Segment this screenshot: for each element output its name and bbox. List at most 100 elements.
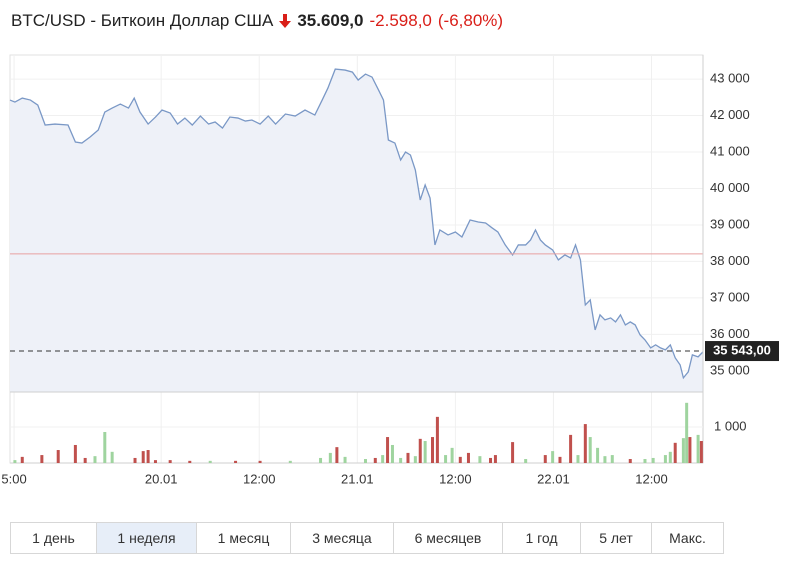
range-button[interactable]: 1 неделя bbox=[97, 523, 197, 553]
volume-bar bbox=[153, 460, 157, 463]
volume-bar bbox=[493, 455, 497, 463]
volume-bar bbox=[418, 438, 422, 463]
y-tick-label: 40 000 bbox=[710, 180, 750, 195]
volume-bar bbox=[363, 459, 367, 463]
volume-bar bbox=[406, 452, 410, 463]
volume-bar bbox=[93, 456, 97, 463]
volume-bar bbox=[20, 456, 24, 463]
x-tick-label: 21.01 bbox=[341, 471, 374, 486]
x-tick-label: 12:00 bbox=[243, 471, 276, 486]
volume-bar bbox=[688, 437, 692, 463]
volume-bar bbox=[663, 455, 667, 463]
volume-bar bbox=[696, 434, 700, 463]
volume-bar bbox=[390, 444, 394, 463]
price-area bbox=[10, 69, 703, 393]
x-tick-label: 5:00 bbox=[1, 471, 26, 486]
volume-bar bbox=[610, 455, 614, 463]
volume-bar bbox=[413, 456, 417, 463]
range-button[interactable]: Макс. bbox=[669, 530, 706, 546]
y-tick-label: 1 000 bbox=[714, 418, 747, 433]
volume-bar bbox=[558, 456, 562, 463]
volume-bar bbox=[444, 455, 448, 463]
title: BTC/USD - Биткоин Доллар США bbox=[11, 11, 274, 30]
y-tick-label: 35 000 bbox=[710, 362, 750, 377]
volume-bar bbox=[110, 451, 114, 463]
volume-bar bbox=[335, 447, 339, 463]
change-percent: (-6,80%) bbox=[437, 11, 504, 30]
volume-bar bbox=[450, 447, 454, 463]
volume-bar bbox=[381, 455, 385, 463]
volume-bar bbox=[234, 460, 238, 463]
y-tick-label: 39 000 bbox=[710, 216, 750, 231]
volume-bar bbox=[511, 442, 515, 463]
volume-bar bbox=[40, 455, 44, 463]
volume-bar bbox=[208, 460, 212, 463]
volume-bar bbox=[133, 457, 137, 463]
range-button[interactable]: 1 день bbox=[11, 523, 97, 553]
y-tick-label: 41 000 bbox=[710, 143, 750, 158]
volume-bar bbox=[489, 457, 493, 463]
volume-bar bbox=[258, 460, 262, 463]
range-button[interactable]: 1 месяц bbox=[197, 523, 291, 553]
volume-bar bbox=[435, 416, 439, 463]
volume-bar bbox=[603, 456, 607, 463]
y-tick-label: 36 000 bbox=[710, 326, 750, 341]
header: BTC/USD - Биткоин Доллар США 35.609,0 -2… bbox=[11, 11, 503, 31]
volume-bar bbox=[673, 442, 677, 463]
volume-bar bbox=[466, 452, 470, 463]
volume-bar bbox=[343, 456, 347, 463]
volume-bar bbox=[83, 457, 87, 463]
volume-bar bbox=[386, 437, 390, 463]
volume-bar bbox=[399, 457, 403, 463]
down-arrow bbox=[279, 14, 292, 28]
volume-bar bbox=[328, 452, 332, 463]
y-tick-label: 37 000 bbox=[710, 289, 750, 304]
volume-bar bbox=[478, 456, 482, 463]
volume-bar bbox=[13, 460, 17, 463]
x-tick-label: 20.01 bbox=[145, 471, 178, 486]
volume-bar bbox=[681, 438, 685, 463]
volume-bar bbox=[103, 432, 107, 463]
price: 35.609,0 bbox=[297, 11, 364, 30]
volume-bar bbox=[643, 459, 647, 463]
y-tick-label: 38 000 bbox=[710, 253, 750, 268]
range-button[interactable]: 6 месяцев bbox=[394, 523, 503, 553]
range-buttons: 1 день 1 неделя 1 месяц 3 месяца 6 месяцев 1 … bbox=[10, 522, 724, 554]
volume-bar bbox=[431, 437, 435, 463]
range-button[interactable]: 3 месяца bbox=[291, 523, 394, 553]
volume-bar bbox=[146, 450, 150, 463]
last-value-box bbox=[705, 341, 779, 362]
volume-bar bbox=[373, 457, 377, 463]
volume-bar bbox=[628, 459, 632, 463]
volume-bar bbox=[423, 441, 427, 463]
volume-bar bbox=[524, 459, 528, 463]
volume-bar bbox=[699, 441, 703, 463]
volume-bar bbox=[319, 457, 323, 463]
volume-bar bbox=[583, 424, 587, 463]
volume-bar bbox=[588, 437, 592, 463]
volume-bar bbox=[596, 447, 600, 463]
x-tick-label: 22.01 bbox=[537, 471, 570, 486]
volume-bar bbox=[458, 456, 462, 463]
volume-bar bbox=[651, 457, 655, 463]
volume-bar bbox=[551, 451, 555, 463]
volume-bar bbox=[288, 460, 292, 463]
x-tick-label: 12:00 bbox=[635, 471, 668, 486]
change: -2.598,0 bbox=[369, 11, 432, 30]
x-tick-label: 12:00 bbox=[439, 471, 472, 486]
volume-bar bbox=[543, 455, 547, 463]
volume-bar bbox=[188, 460, 192, 463]
range-button[interactable]: 5 лет bbox=[581, 523, 652, 553]
range-button[interactable]: 1 год bbox=[503, 523, 581, 553]
last-value-label: 35 543,00 bbox=[713, 342, 771, 357]
volume-bar bbox=[141, 451, 145, 463]
volume-bar bbox=[569, 434, 573, 463]
volume-bar bbox=[668, 451, 672, 463]
volume-bar bbox=[56, 450, 60, 463]
y-tick-label: 42 000 bbox=[710, 107, 750, 122]
y-tick-label: 43 000 bbox=[710, 71, 750, 86]
volume-bar bbox=[685, 402, 689, 463]
volume-bar bbox=[168, 460, 172, 463]
